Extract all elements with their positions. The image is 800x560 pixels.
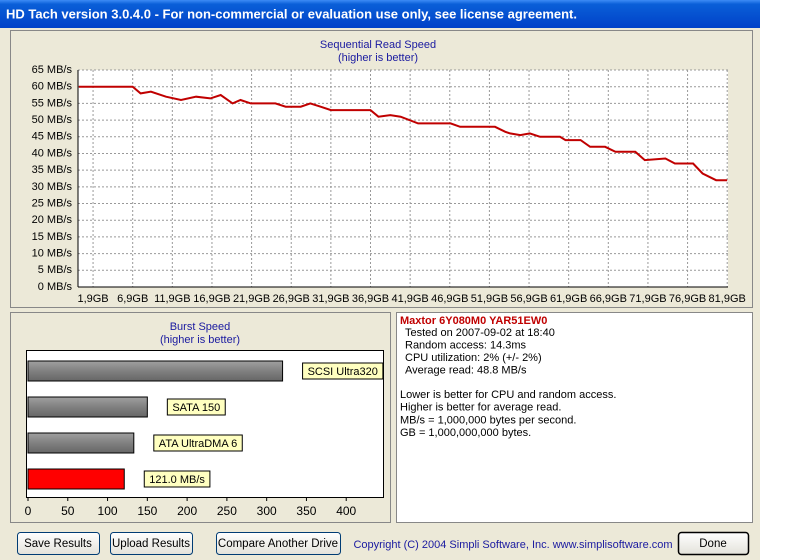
x-tick-label: 76,9GB [669, 293, 706, 305]
y-tick-label: 50 MB/s [32, 114, 73, 126]
chart-subtitle: (higher is better) [160, 334, 240, 346]
detail-line: CPU utilization: 2% (+/- 2%) [405, 352, 542, 364]
chart-title: Burst Speed [170, 321, 231, 333]
button-row: Save Results Upload Results Compare Anothe… [17, 532, 341, 555]
x-tick-label: 21,9GB [233, 293, 270, 305]
x-tick-label: 300 [257, 504, 277, 518]
x-tick-label: 66,9GB [590, 293, 627, 305]
x-tick-label: 150 [137, 504, 157, 518]
note-line: Higher is better for average read. [400, 402, 561, 414]
x-tick-label: 61,9GB [550, 293, 587, 305]
title-bar [0, 0, 760, 28]
done-button[interactable] [677, 531, 750, 556]
y-tick-label: 25 MB/s [32, 197, 73, 209]
x-tick-label: 41,9GB [391, 293, 428, 305]
detail-line: Tested on 2007-09-02 at 18:40 [405, 327, 555, 339]
x-tick-label: 71,9GB [629, 293, 666, 305]
x-tick-label: 250 [217, 504, 237, 518]
y-tick-label: 65 MB/s [32, 64, 73, 76]
y-tick-label: 20 MB/s [32, 214, 73, 226]
x-tick-label: 51,9GB [471, 293, 508, 305]
y-tick-label: 60 MB/s [32, 81, 73, 93]
x-tick-label: 350 [296, 504, 316, 518]
info-panel [396, 312, 753, 523]
y-tick-label: 35 MB/s [32, 164, 73, 176]
button[interactable] [110, 532, 193, 555]
x-tick-label: 26,9GB [273, 293, 310, 305]
y-tick-label: 15 MB/s [32, 231, 73, 243]
y-tick-label: 0 MB/s [38, 281, 73, 293]
notes: Lower is better for CPU and random acces… [400, 389, 616, 439]
detail-line: Random access: 14.3ms [405, 339, 527, 351]
bar-label: ATA UltraDMA 6 [159, 438, 237, 450]
x-tick-label: 100 [98, 504, 118, 518]
y-tick-label: 10 MB/s [32, 248, 73, 260]
chart-subtitle: (higher is better) [338, 52, 418, 64]
button[interactable] [17, 532, 100, 555]
detail-line: Average read: 48.8 MB/s [405, 364, 527, 376]
x-tick-label: 16,9GB [193, 293, 230, 305]
bar-label-box [302, 362, 384, 380]
bar-label-box [153, 434, 243, 452]
note-line: Lower is better for CPU and random acces… [400, 389, 616, 401]
x-tick-label: 1,9GB [77, 293, 108, 305]
note-line: MB/s = 1,000,000 bytes per second. [400, 414, 576, 426]
read-line [78, 85, 728, 182]
y-tick-label: 40 MB/s [32, 147, 73, 159]
bar [27, 432, 135, 454]
button[interactable] [216, 532, 341, 555]
x-tick-label: 36,9GB [352, 293, 389, 305]
y-tick-label: 5 MB/s [38, 264, 73, 276]
x-tick-label: 6,9GB [117, 293, 148, 305]
y-tick-label: 45 MB/s [32, 131, 73, 143]
window-title: HD Tach version 3.0.4.0 - For non-commer… [6, 6, 577, 21]
bar [27, 468, 125, 490]
drive-name: Maxtor 6Y080M0 YAR51EW0 [400, 315, 547, 327]
plot-area [78, 70, 728, 287]
x-tick-label: 11,9GB [154, 293, 191, 305]
bar [27, 396, 148, 418]
button-label[interactable]: Compare Another Drive [218, 538, 338, 550]
x-tick-label: 31,9GB [312, 293, 349, 305]
y-tick-label: 55 MB/s [32, 97, 73, 109]
bar-label-box [143, 470, 211, 488]
bar-label: SCSI Ultra320 [308, 366, 378, 378]
x-tick-label: 81,9GB [709, 293, 746, 305]
button-label[interactable]: Save Results [24, 538, 92, 550]
x-tick-label: 400 [336, 504, 356, 518]
bar [27, 360, 284, 382]
y-tick-label: 30 MB/s [32, 181, 73, 193]
bar-label-box [166, 398, 226, 416]
x-tick-label: 46,9GB [431, 293, 468, 305]
x-tick-label: 0 [25, 504, 32, 518]
x-tick-label: 200 [177, 504, 197, 518]
chart-title: Sequential Read Speed [320, 39, 436, 51]
note-line: GB = 1,000,000,000 bytes. [400, 427, 531, 439]
done-label[interactable]: Done [699, 538, 727, 550]
button-label[interactable]: Upload Results [112, 538, 190, 550]
x-tick-label: 56,9GB [510, 293, 547, 305]
bar-label: SATA 150 [172, 402, 220, 414]
copyright: Copyright (C) 2004 Simpli Software, Inc.… [353, 539, 672, 551]
x-tick-label: 50 [61, 504, 75, 518]
bar-label: 121.0 MB/s [149, 474, 205, 486]
